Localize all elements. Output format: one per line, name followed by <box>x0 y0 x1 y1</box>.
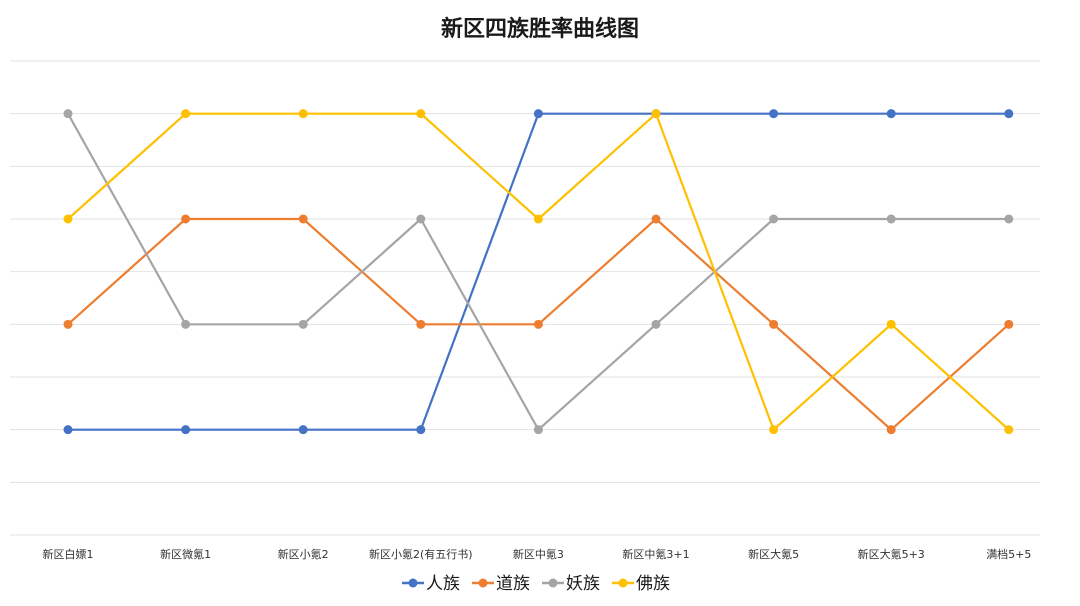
series-lines <box>63 109 1014 435</box>
x-tick-label: 满档5+5 <box>986 547 1031 561</box>
series-1 <box>63 109 1014 435</box>
legend-item: 人族 <box>402 574 460 594</box>
legend-item: 佛族 <box>612 574 670 594</box>
data-point <box>298 109 308 119</box>
data-point <box>886 214 896 224</box>
data-point <box>298 425 308 435</box>
legend-swatch-marker <box>408 578 418 588</box>
data-point <box>886 425 896 435</box>
data-point <box>181 109 191 119</box>
legend-item: 妖族 <box>542 574 600 594</box>
data-point <box>416 109 426 119</box>
data-point <box>1004 214 1014 224</box>
data-point <box>63 319 73 329</box>
data-point <box>769 425 779 435</box>
legend-item: 道族 <box>472 574 530 594</box>
data-point <box>181 319 191 329</box>
data-point <box>886 319 896 329</box>
x-tick-label: 新区白嫖1 <box>43 547 94 561</box>
x-tick-label: 新区大氪5+3 <box>858 547 925 561</box>
data-point <box>63 109 73 119</box>
series-2 <box>63 214 1014 435</box>
legend-label: 道族 <box>496 574 530 594</box>
legend-swatch-marker <box>618 578 628 588</box>
series-4 <box>63 109 1014 435</box>
data-point <box>651 319 661 329</box>
legend-label: 妖族 <box>566 574 600 594</box>
data-point <box>181 214 191 224</box>
data-point <box>769 319 779 329</box>
x-tick-label: 新区中氪3+1 <box>622 547 689 561</box>
data-point <box>298 319 308 329</box>
data-point <box>651 109 661 119</box>
data-point <box>533 425 543 435</box>
legend-swatch-marker <box>478 578 488 588</box>
legend-label: 佛族 <box>636 574 670 594</box>
x-tick-label: 新区小氪2(有五行书) <box>369 547 473 561</box>
data-point <box>63 214 73 224</box>
x-tick-label: 新区小氪2 <box>278 547 329 561</box>
x-tick-label: 新区大氪5 <box>748 547 799 561</box>
data-point <box>1004 109 1014 119</box>
data-point <box>651 214 661 224</box>
data-point <box>416 319 426 329</box>
series-3 <box>63 109 1014 435</box>
data-point <box>533 214 543 224</box>
chart-title: 新区四族胜率曲线图 <box>441 16 639 42</box>
data-point <box>533 109 543 119</box>
data-point <box>769 109 779 119</box>
data-point <box>533 319 543 329</box>
data-point <box>886 109 896 119</box>
data-point <box>1004 319 1014 329</box>
data-point <box>1004 425 1014 435</box>
data-point <box>63 425 73 435</box>
legend-swatch-marker <box>548 578 558 588</box>
x-tick-label: 新区中氪3 <box>513 547 564 561</box>
data-point <box>416 425 426 435</box>
x-tick-label: 新区微氪1 <box>160 547 211 561</box>
data-point <box>181 425 191 435</box>
x-axis-tick-labels: 新区白嫖1 新区微氪1 新区小氪2 新区小氪2(有五行书) 新区中氪3 新区中氪3+1 新区… <box>43 547 1032 561</box>
legend-label: 人族 <box>426 574 460 594</box>
data-point <box>298 214 308 224</box>
data-point <box>416 214 426 224</box>
legend: 人族 道族 妖族 佛族 <box>402 574 670 594</box>
data-point <box>769 214 779 224</box>
